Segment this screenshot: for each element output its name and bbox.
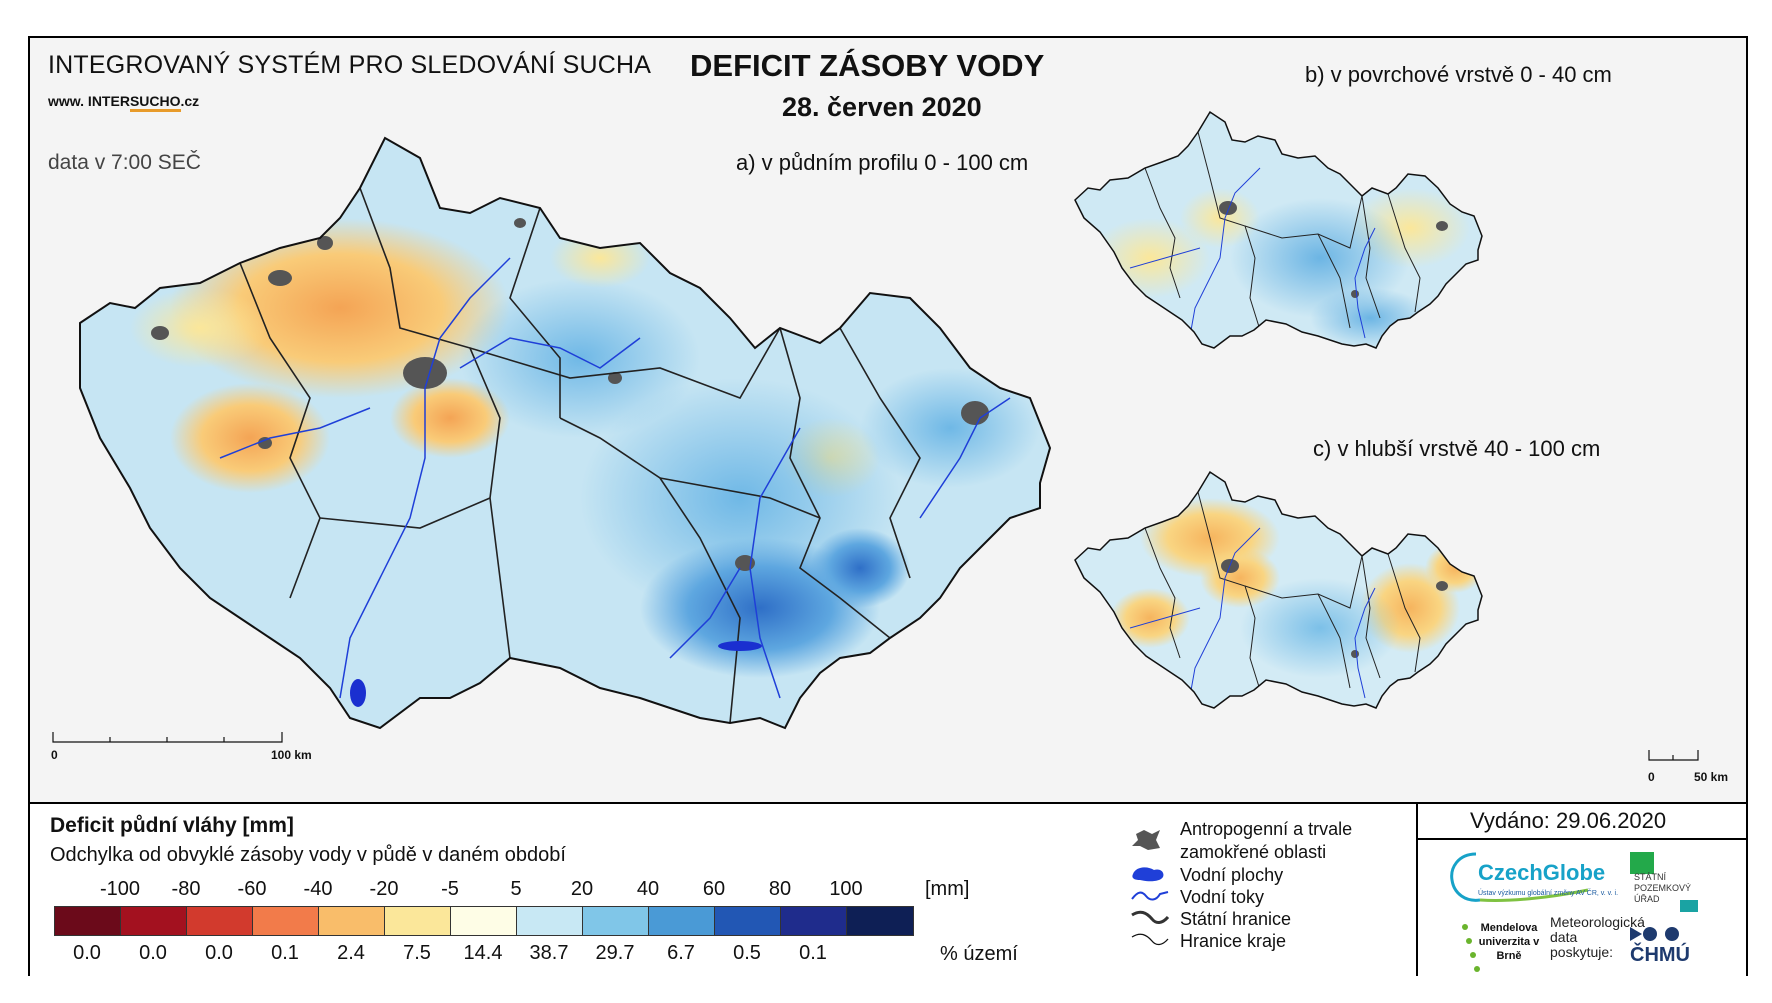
website-link[interactable]: www. INTERSUCHO.cz: [48, 93, 200, 112]
chmu-name: ČHMÚ: [1630, 944, 1690, 966]
footer-divider-horizontal: [1416, 838, 1748, 840]
map-c-title: c) v hlubší vrstvě 40 - 100 cm: [1313, 436, 1601, 461]
legend-percent-value: 0.1: [271, 942, 299, 964]
czechglobe-subtitle: Ústav výzkumu globální změny AV ČR, v. v…: [1478, 890, 1619, 897]
scale-bar-main: [52, 732, 283, 743]
legend-percent-value: 38.7: [529, 942, 569, 964]
map-a-title: a) v půdním profilu 0 - 100 cm: [736, 150, 1029, 175]
czechglobe-name: CzechGlobe: [1478, 860, 1606, 885]
legend-break-label: -5: [441, 878, 459, 900]
legend-percent-value: 14.4: [463, 942, 503, 964]
legend-percent-value: 6.7: [667, 942, 695, 964]
legend-unit-percent: % území: [940, 943, 1018, 965]
map-c: [1074, 471, 1483, 709]
legend-break-label: -100: [99, 878, 141, 900]
legend-swatch: [847, 907, 913, 935]
symbol-anthropogenic-line1: Antropogenní a trvale: [1180, 819, 1353, 839]
main-date: 28. červen 2020: [782, 92, 982, 122]
symbol-water-bodies: Vodní plochy: [1180, 865, 1284, 885]
website-highlight: SUCHO: [129, 93, 181, 112]
legend-percent-value: 0.0: [139, 942, 167, 964]
data-time: data v 7:00 SEČ: [48, 151, 201, 174]
legend-break-label: -60: [237, 878, 267, 900]
symbol-region-border: Hranice kraje: [1180, 931, 1287, 951]
legend-percent-value: 0.0: [205, 942, 233, 964]
legend-swatch: [385, 907, 451, 935]
legend-break-label: 5: [510, 878, 522, 900]
legend-swatch: [451, 907, 517, 935]
chmu-accent-icon: [1680, 900, 1698, 912]
legend-swatch: [517, 907, 583, 935]
map-b: [1074, 111, 1483, 349]
map-area: INTEGROVANÝ SYSTÉM PRO SLEDOVÁNÍ SUCHA w…: [30, 38, 1746, 802]
chmu-logo-icon: [1630, 927, 1679, 941]
website-prefix: www. INTER: [48, 93, 130, 109]
legend-break-label: 60: [702, 878, 726, 900]
scale-bar-small: [1648, 750, 1699, 761]
scale-main-end: 100 km: [271, 748, 312, 762]
water-body-icon: [1132, 867, 1164, 882]
main-title: DEFICIT ZÁSOBY VODY: [690, 48, 1045, 83]
river-icon: [1131, 891, 1169, 901]
legend-swatch: [319, 907, 385, 935]
scale-small-zero: 0: [1648, 770, 1655, 784]
symbol-anthropogenic-line2: zamokřené oblasti: [1180, 842, 1327, 862]
legend-color-scale: [54, 906, 914, 936]
map-b-title: b) v povrchové vrstvě 0 - 40 cm: [1305, 62, 1612, 87]
symbol-rivers: Vodní toky: [1180, 887, 1265, 907]
map-sheet: INTEGROVANÝ SYSTÉM PRO SLEDOVÁNÍ SUCHA w…: [28, 36, 1748, 976]
scale-small-end: 50 km: [1694, 770, 1729, 784]
issued-date: Vydáno: 29.06.2020: [1470, 808, 1667, 833]
legend-break-label: -20: [369, 878, 399, 900]
spu-name: STÁTNÍ POZEMKOVÝ ÚŘAD: [1634, 872, 1692, 904]
legend-percent-value: 29.7: [595, 942, 635, 964]
legend-swatch: [649, 907, 715, 935]
legend-swatch: [253, 907, 319, 935]
legend-percent-value: 0.0: [73, 942, 101, 964]
system-title: INTEGROVANÝ SYSTÉM PRO SLEDOVÁNÍ SUCHA: [48, 51, 652, 79]
anthropogenic-symbol-icon: [1132, 830, 1160, 850]
legend-title: Deficit půdní vláhy [mm]: [50, 814, 294, 837]
meteo-provider-label: Meteorologická data poskytuje:: [1550, 914, 1645, 960]
footer-divider: [1416, 804, 1418, 976]
legend-swatch: [715, 907, 781, 935]
legend-swatch: [583, 907, 649, 935]
legend-percent-value: 0.5: [733, 942, 761, 964]
scale-main-zero: 0: [51, 748, 58, 762]
legend-break-label: 80: [768, 878, 792, 900]
legend-break-label: -80: [171, 878, 201, 900]
legend-swatch: [187, 907, 253, 935]
legend-break-label: 100: [829, 878, 863, 900]
legend-subtitle: Odchylka od obvyklé zásoby vody v půdě v…: [50, 844, 566, 866]
legend-unit-mm: [mm]: [925, 878, 970, 900]
legend-break-label: -40: [303, 878, 333, 900]
legend-break-label: 40: [636, 878, 660, 900]
legend-swatch: [781, 907, 847, 935]
region-border-icon: [1131, 933, 1169, 946]
symbol-state-border: Státní hranice: [1180, 909, 1292, 929]
mendel-name: Mendelova univerzita v Brně: [1478, 922, 1540, 962]
legend-swatch: [55, 907, 121, 935]
state-border-icon: [1131, 910, 1170, 924]
czechglobe-logo-icon: [1450, 852, 1589, 903]
legend-break-label: 20: [570, 878, 594, 900]
website-suffix: .cz: [180, 93, 200, 109]
legend-swatch: [121, 907, 187, 935]
legend-percent-value: 7.5: [403, 942, 431, 964]
spu-logo-icon: [1630, 852, 1654, 874]
map-a: [79, 137, 1051, 729]
legend-percent-value: 0.1: [799, 942, 827, 964]
legend-panel: Deficit půdní vláhy [mm] Odchylka od obv…: [30, 802, 1748, 976]
legend-percent-value: 2.4: [337, 942, 365, 964]
